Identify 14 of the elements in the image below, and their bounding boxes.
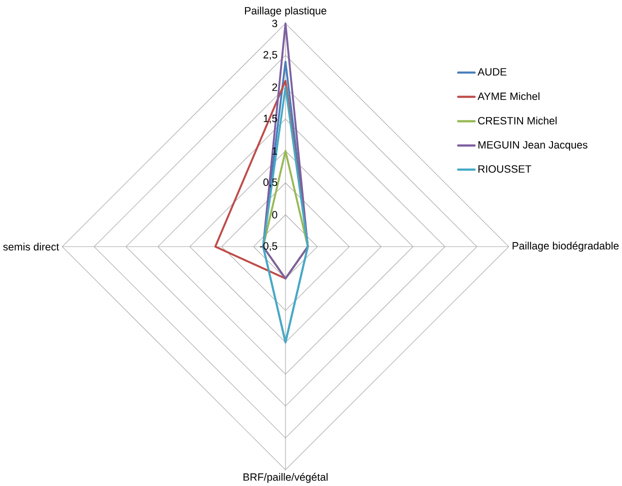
legend-label: RIOUSSET [478,165,532,173]
legend-label: AYME Michel [478,92,540,100]
y-tick-label: 0 [272,211,278,219]
y-tick-label: 2,5 [263,51,278,60]
y-tick-label: 2 [272,84,278,92]
spoke-label: Paillage biodégradable [512,242,619,252]
legend-label: AUDE [478,68,506,76]
legend-label: MEGUIN Jean Jacques [478,141,588,151]
y-tick-label: 1 [272,147,278,155]
legend-label: CRESTIN Michel [478,116,557,125]
spoke-label: Paillage plastique [245,6,326,17]
spoke-label: semis direct [3,242,60,251]
y-tick-label: 3 [272,20,278,28]
spoke-label: BRF/paille/végétal [244,473,328,483]
